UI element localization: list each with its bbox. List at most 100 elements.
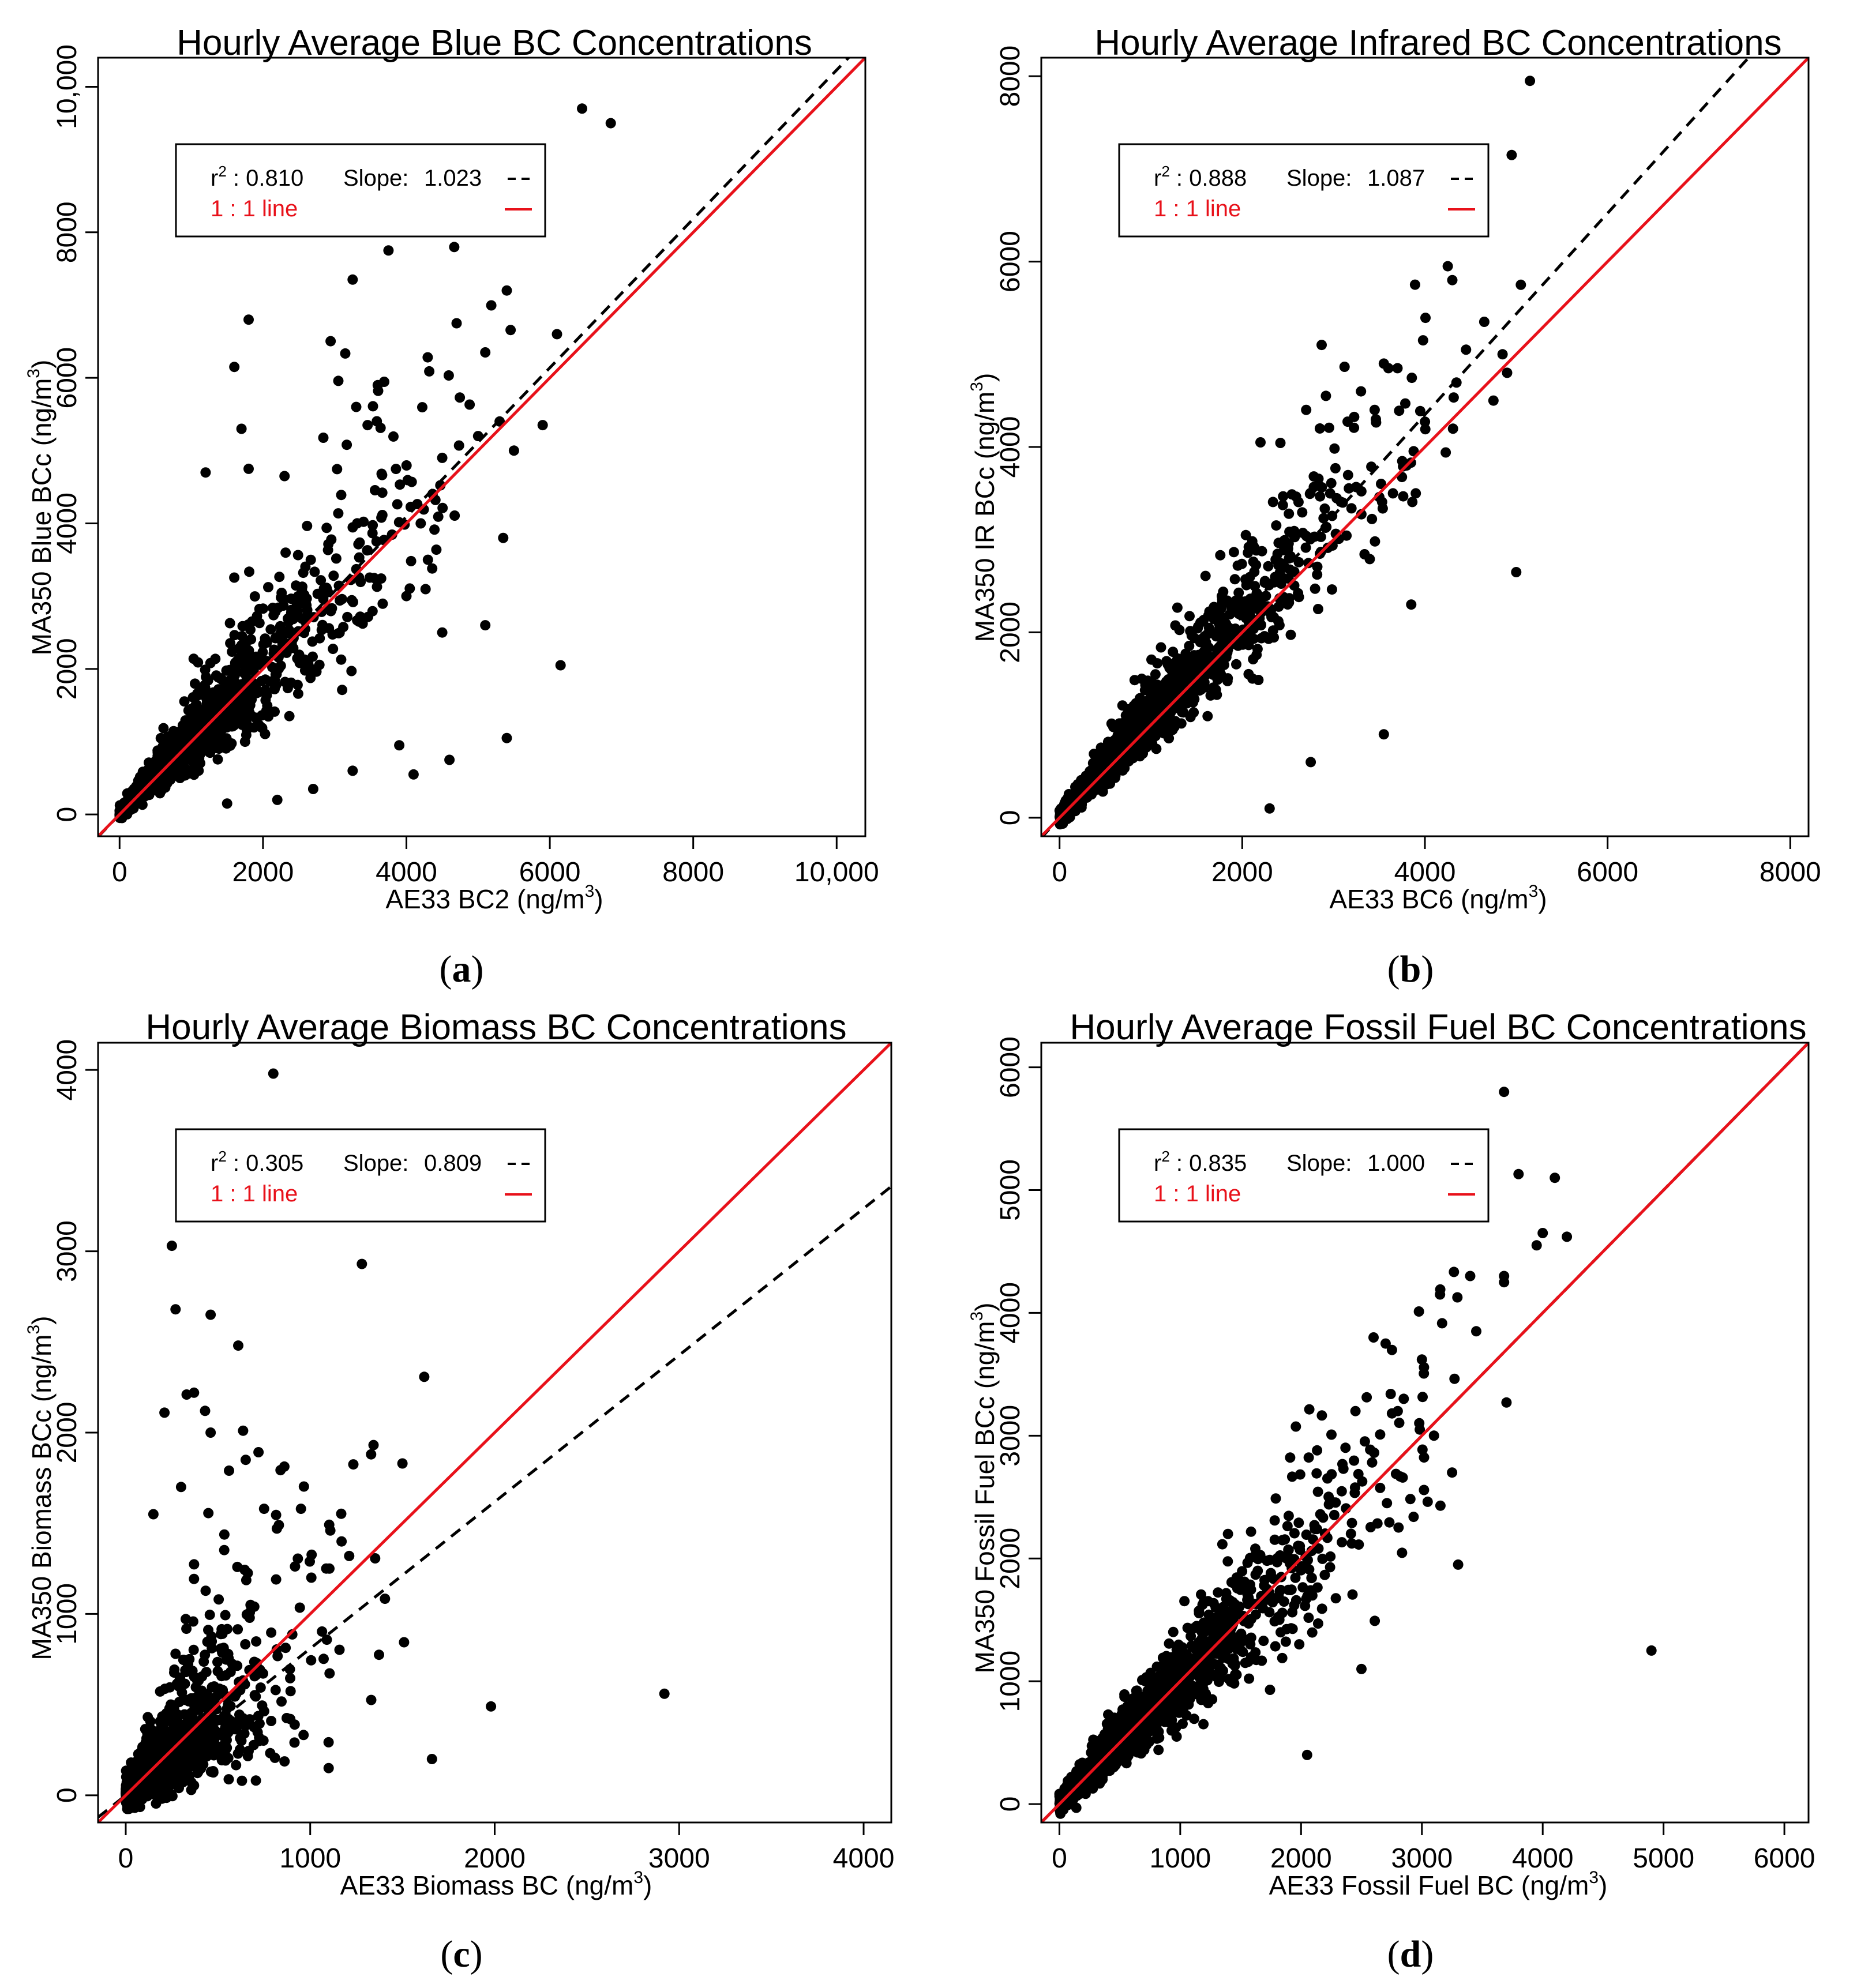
data-point [200, 1751, 211, 1762]
data-point [252, 687, 262, 698]
data-point [370, 1553, 381, 1564]
data-point [224, 1465, 234, 1476]
data-point [301, 593, 312, 604]
data-point [342, 611, 353, 622]
data-point [197, 1691, 208, 1702]
data-point [241, 1574, 252, 1585]
data-point [1301, 404, 1312, 415]
data-point [167, 1701, 178, 1712]
data-point [257, 1700, 268, 1711]
legend-slope-label: Slope: [343, 166, 408, 191]
data-point [175, 1482, 186, 1493]
data-point [263, 582, 273, 593]
data-point [1248, 557, 1259, 567]
data-point [200, 467, 211, 478]
data-point [156, 1793, 167, 1804]
data-point [190, 700, 201, 711]
data-point [203, 1625, 213, 1636]
data-point [1228, 547, 1239, 558]
data-point [346, 595, 357, 606]
legend: r2 : 0.305 Slope: 0.809 1 : 1 line [175, 1128, 546, 1223]
data-point [241, 1609, 252, 1620]
data-point [254, 1732, 265, 1743]
data-point [1329, 443, 1340, 454]
data-point [219, 1529, 230, 1540]
data-point [254, 603, 265, 614]
x-tick-label: 8000 [1760, 857, 1821, 888]
data-point [156, 1771, 167, 1782]
data-point [205, 1427, 216, 1438]
x-tick-label: 2000 [1211, 857, 1273, 888]
reference-lines-clipped [98, 1043, 891, 1822]
data-point [190, 678, 200, 689]
data-point [239, 1728, 250, 1739]
data-point [1119, 762, 1130, 773]
legend-box [1118, 143, 1490, 238]
data-point [1303, 558, 1314, 569]
data-point [325, 336, 336, 347]
data-point [132, 1793, 143, 1804]
data-point [193, 657, 204, 668]
data-point [166, 731, 177, 742]
data-point [1367, 513, 1378, 524]
data-point [244, 1714, 255, 1725]
data-point [266, 1716, 277, 1726]
x-tick-label: 4000 [376, 857, 437, 888]
data-point [1184, 611, 1195, 622]
data-point [271, 668, 282, 679]
data-point [269, 683, 280, 694]
data-point [280, 547, 291, 558]
data-point [424, 366, 435, 377]
data-point [307, 651, 318, 662]
data-point [269, 1752, 280, 1763]
data-point [248, 1739, 259, 1750]
data-point [244, 566, 254, 577]
data-point [171, 1756, 182, 1767]
data-point [220, 1610, 231, 1621]
data-point [1409, 279, 1420, 290]
chart-title: Hourly Average Fossil Fuel BC Concentrat… [1070, 1008, 1806, 1047]
data-point [234, 707, 245, 718]
data-point [501, 732, 512, 743]
data-point [334, 627, 345, 638]
data-point [318, 1653, 329, 1664]
data-point [1114, 718, 1125, 729]
data-point [260, 728, 271, 739]
data-point [189, 1559, 200, 1570]
data-point [1184, 656, 1195, 667]
data-point [367, 528, 378, 539]
data-point [1207, 655, 1218, 666]
data-point [212, 701, 223, 712]
data-point [231, 1760, 242, 1771]
data-point [317, 1626, 328, 1637]
data-point [249, 1690, 260, 1701]
data-point [1344, 483, 1355, 494]
data-point [169, 1664, 180, 1675]
y-tick-label: 2000 [52, 638, 82, 700]
chart-title: Hourly Average Infrared BC Concentration… [1094, 23, 1781, 63]
data-point [166, 1241, 177, 1252]
data-point [200, 1405, 211, 1416]
data-point [212, 754, 223, 765]
data-point [243, 463, 254, 474]
data-point [1108, 746, 1119, 757]
data-point [1096, 751, 1106, 761]
data-point [258, 1504, 269, 1515]
x-axis-label: AE33 Biomass BC (ng/m3) [340, 1868, 652, 1900]
data-point [1200, 570, 1211, 581]
data-point [271, 1644, 282, 1655]
data-point [222, 798, 232, 809]
legend-box [175, 143, 546, 238]
data-point [1265, 607, 1275, 618]
reference-lines-clipped [1041, 58, 1809, 836]
data-point [289, 1719, 300, 1730]
one-to-one-line [98, 58, 865, 836]
fit-line [1041, 58, 1751, 836]
data-point [279, 1756, 290, 1767]
x-tick-label: 1000 [279, 1843, 341, 1874]
data-point [1285, 629, 1296, 640]
data-point [388, 431, 399, 442]
data-point [232, 1748, 243, 1759]
data-point [1442, 261, 1453, 272]
